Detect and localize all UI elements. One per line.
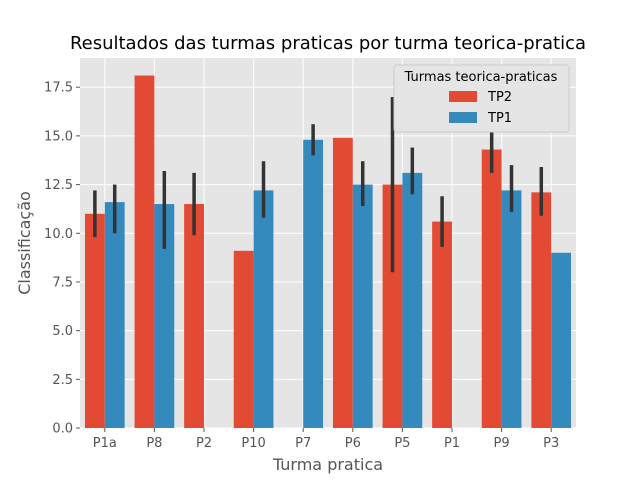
legend-swatch-TP1 xyxy=(449,112,477,123)
bar-TP1-P3 xyxy=(551,252,572,428)
x-tick-label-P3: P3 xyxy=(543,436,559,451)
x-tick-label-P7: P7 xyxy=(295,436,311,451)
x-axis-label: Turma pratica xyxy=(272,455,383,474)
bar-TP2-P10 xyxy=(233,250,254,428)
bars xyxy=(84,75,572,429)
y-axis-ticks: 0.0 2.5 5.0 7.5 10.0 12.5 15.0 17.5 xyxy=(44,81,80,437)
y-tick-label-1: 2.5 xyxy=(52,373,73,388)
bar-TP1-P7 xyxy=(303,139,324,428)
y-tick-label-3: 7.5 xyxy=(52,275,73,290)
bar-TP2-P2 xyxy=(184,204,204,428)
bar-TP1-P5 xyxy=(402,172,423,428)
bar-TP2-P6 xyxy=(332,137,353,428)
y-tick-label-5: 12.5 xyxy=(44,178,73,193)
y-tick-label-4: 10.0 xyxy=(44,227,73,242)
legend-title: Turmas teorica-praticas xyxy=(404,70,558,85)
legend-swatch-TP2 xyxy=(449,91,477,102)
bar-TP2-P1 xyxy=(432,221,452,428)
bar-TP1-P1a xyxy=(104,202,125,428)
bar-TP1-P9 xyxy=(501,190,522,428)
bar-TP1-P6 xyxy=(352,184,373,428)
bar-TP2-P1a xyxy=(84,213,105,428)
x-tick-label-P9: P9 xyxy=(494,436,510,451)
y-tick-label-0: 0.0 xyxy=(52,422,73,437)
chart-title: Resultados das turmas praticas por turma… xyxy=(70,33,586,54)
bar-TP2-P8 xyxy=(134,75,155,429)
x-tick-label-P10: P10 xyxy=(241,436,265,451)
bar-TP1-P10 xyxy=(253,190,274,428)
x-tick-label-P1: P1 xyxy=(444,436,460,451)
y-axis-label: Classificação xyxy=(15,191,34,295)
y-tick-label-2: 5.0 xyxy=(52,324,73,339)
x-tick-label-P2: P2 xyxy=(196,436,212,451)
x-tick-label-P8: P8 xyxy=(146,436,162,451)
bar-TP2-P9 xyxy=(481,149,502,429)
x-tick-label-P6: P6 xyxy=(345,436,361,451)
x-axis-ticks: P1a P8 P2 P10 P7 P6 P5 P1 P9 P3 xyxy=(93,428,559,451)
bar-TP2-P5 xyxy=(382,184,403,428)
bar-TP1-P8 xyxy=(154,204,175,428)
error-bars xyxy=(93,96,544,273)
y-tick-label-7: 17.5 xyxy=(44,81,73,96)
x-tick-label-P1a: P1a xyxy=(93,436,117,451)
legend-label-TP2: TP2 xyxy=(487,90,512,105)
legend-box xyxy=(393,64,570,133)
legend: Turmas teorica-praticas TP2 TP1 xyxy=(393,64,570,133)
bar-TP2-P3 xyxy=(531,192,552,428)
legend-label-TP1: TP1 xyxy=(487,111,512,126)
y-tick-label-6: 15.0 xyxy=(44,129,73,144)
x-tick-label-P5: P5 xyxy=(394,436,410,451)
